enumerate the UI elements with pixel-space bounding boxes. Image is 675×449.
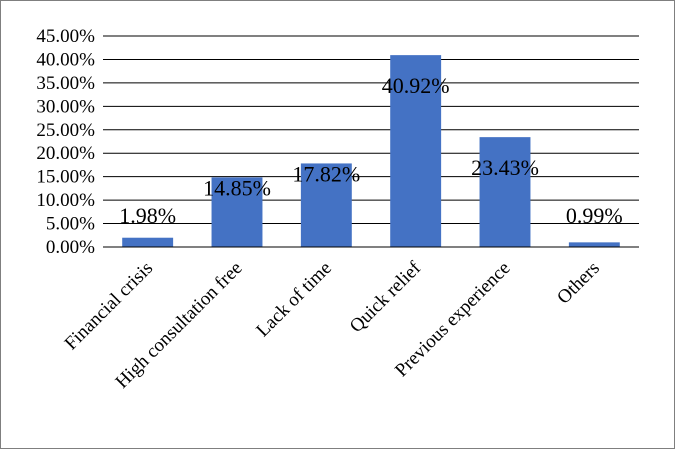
data-label: 40.92% bbox=[382, 73, 450, 98]
bar bbox=[211, 177, 263, 247]
bars bbox=[122, 55, 620, 248]
data-label: 1.98% bbox=[119, 203, 176, 228]
bar bbox=[479, 137, 531, 247]
category-label: Financial crisis bbox=[61, 258, 158, 355]
data-labels: 1.98% 14.85% 17.82% 40.92% 23.43% 0.99% bbox=[119, 73, 622, 228]
category-label: Lack of time bbox=[252, 258, 335, 341]
category-label: Others bbox=[553, 258, 604, 309]
category-label: Quick relief bbox=[346, 257, 426, 337]
bar bbox=[568, 242, 620, 247]
y-tick-label: 25.00% bbox=[36, 120, 95, 141]
y-tick-label: 45.00% bbox=[36, 26, 95, 47]
data-label: 17.82% bbox=[292, 161, 360, 186]
y-tick-label: 40.00% bbox=[36, 49, 95, 70]
y-tick-label: 30.00% bbox=[36, 96, 95, 117]
y-tick-label: 10.00% bbox=[36, 190, 95, 211]
bar bbox=[122, 237, 174, 247]
y-tick-label: 20.00% bbox=[36, 143, 95, 164]
y-tick-label: 0.00% bbox=[46, 237, 95, 258]
data-label: 14.85% bbox=[203, 175, 271, 200]
data-label: 23.43% bbox=[471, 155, 539, 180]
data-label: 0.99% bbox=[566, 203, 623, 228]
bar bbox=[390, 55, 442, 248]
grid-lines bbox=[103, 35, 639, 248]
y-axis-tick-labels: 0.00%5.00% 10.00%15.00% 20.00%25.00% 30.00%… bbox=[36, 26, 95, 258]
y-tick-label: 35.00% bbox=[36, 73, 95, 94]
y-tick-label: 15.00% bbox=[36, 167, 95, 188]
bar bbox=[300, 163, 352, 247]
y-tick-label: 5.00% bbox=[46, 214, 95, 235]
